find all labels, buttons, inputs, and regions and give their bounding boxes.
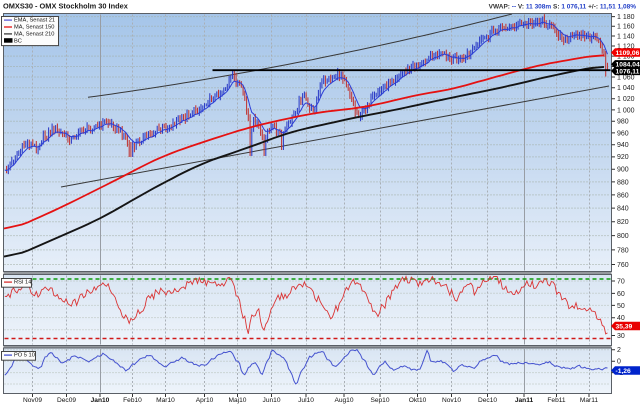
svg-text:40: 40 [617,315,625,322]
svg-text:RSI 14: RSI 14 [14,280,31,286]
svg-text:Nov10: Nov10 [442,397,461,404]
svg-text:1 120: 1 120 [617,43,635,50]
svg-text:Jan11: Jan11 [515,397,534,404]
svg-text:OMXS30 - OMX Stockholm 30 Inde: OMXS30 - OMX Stockholm 30 Index [3,2,129,11]
svg-text:EMA, Senast 21: EMA, Senast 21 [14,18,55,24]
svg-text:Feb10: Feb10 [123,397,142,404]
svg-text:Jul10: Jul10 [298,397,314,404]
svg-text:1 100: 1 100 [617,54,635,61]
svg-text:30: 30 [617,333,625,340]
svg-text:1 020: 1 020 [617,96,635,103]
svg-text:860: 860 [617,192,629,199]
svg-text:1 000: 1 000 [617,107,635,114]
svg-text:MA, Senast 150: MA, Senast 150 [14,25,54,31]
svg-text:60: 60 [617,291,625,298]
svg-text:1 060: 1 060 [617,74,635,81]
svg-text:35,39: 35,39 [616,323,633,330]
svg-text:Dec10: Dec10 [478,397,497,404]
svg-text:Aug10: Aug10 [334,397,353,404]
svg-text:70: 70 [617,278,625,285]
svg-text:Apr10: Apr10 [196,397,214,404]
svg-text:1 180: 1 180 [617,14,635,21]
svg-text:Mar11: Mar11 [580,397,599,404]
svg-text:PO 5 10: PO 5 10 [14,353,35,359]
svg-text:MA, Senast 210: MA, Senast 210 [14,32,54,38]
svg-text:1 160: 1 160 [617,24,635,31]
svg-text:900: 900 [617,167,629,174]
svg-text:BC: BC [14,38,22,44]
svg-text:780: 780 [617,247,629,254]
svg-text:Sep10: Sep10 [370,397,389,404]
svg-text:960: 960 [617,130,629,137]
svg-text:Okt10: Okt10 [409,397,427,404]
svg-text:1084,04: 1084,04 [616,62,640,69]
svg-text:1076,11: 1076,11 [616,68,640,75]
svg-text:980: 980 [617,119,629,126]
svg-text:1109,06: 1109,06 [616,50,640,57]
svg-text:Nov09: Nov09 [23,397,42,404]
svg-text:920: 920 [617,154,629,161]
svg-text:1 140: 1 140 [617,33,635,40]
svg-text:Jun10: Jun10 [263,397,281,404]
svg-text:2: 2 [617,347,621,354]
svg-text:0: 0 [617,359,621,366]
svg-text:Mar10: Mar10 [156,397,175,404]
svg-text:760: 760 [617,262,629,269]
svg-text:-1,26: -1,26 [616,368,632,375]
svg-text:1 040: 1 040 [617,85,635,92]
svg-text:VWAP: -- V: 11 308m S: 1 076,1: VWAP: -- V: 11 308m S: 1 076,11 +/-: 11,… [489,4,637,11]
svg-text:800: 800 [617,233,629,240]
svg-text:Dec09: Dec09 [57,397,76,404]
svg-text:Feb11: Feb11 [547,397,566,404]
svg-text:880: 880 [617,179,629,186]
svg-text:820: 820 [617,219,629,226]
svg-text:840: 840 [617,206,629,213]
svg-text:940: 940 [617,142,629,149]
svg-text:Jan10: Jan10 [91,397,110,404]
svg-text:Maj10: Maj10 [229,397,247,404]
svg-text:50: 50 [617,303,625,310]
